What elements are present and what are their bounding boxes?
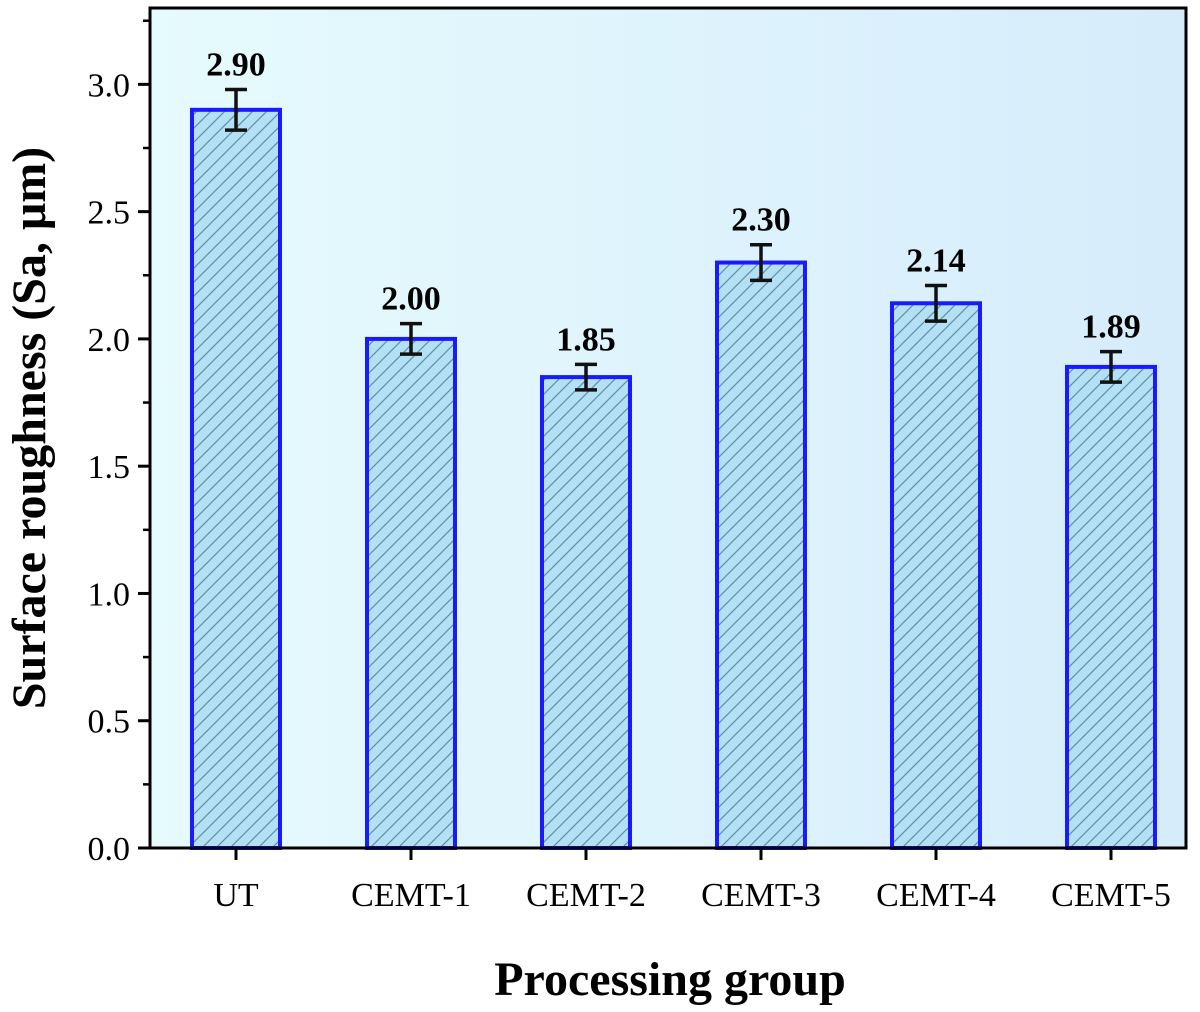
value-label: 2.90 <box>206 46 266 83</box>
error-bar <box>400 321 422 356</box>
y-tick-label: 3.0 <box>88 67 131 104</box>
value-label: 1.89 <box>1081 309 1141 346</box>
error-bar <box>225 87 247 132</box>
y-tick-label: 1.0 <box>88 576 131 613</box>
error-bar <box>1100 349 1122 384</box>
x-tick-label: CEMT-2 <box>526 877 646 914</box>
error-bars-group <box>225 87 1122 392</box>
value-label: 1.85 <box>556 321 616 358</box>
value-label: 2.30 <box>731 202 791 239</box>
y-tick-label: 2.0 <box>88 322 131 359</box>
error-bar <box>750 242 772 283</box>
x-tick-label: UT <box>213 877 259 914</box>
bar-cemt-5 <box>1065 364 1157 850</box>
bar-cemt-4 <box>890 301 982 851</box>
x-axis-ticks: UT CEMT-1 CEMT-2 CEMT-3 CEMT-4 CEMT-5 <box>213 848 1171 914</box>
value-label: 2.00 <box>381 281 441 318</box>
y-tick-label: 0.5 <box>88 704 131 741</box>
error-bar <box>925 283 947 323</box>
y-axis-ticks: 0.0 0.5 1.0 1.5 2.0 2.5 3.0 <box>88 19 150 868</box>
plot-area <box>150 8 1186 848</box>
x-axis-title: Processing group <box>494 953 846 1006</box>
y-tick-label: 0.0 <box>88 831 131 868</box>
value-label: 2.14 <box>906 242 966 279</box>
error-bar <box>575 362 597 392</box>
x-tick-label: CEMT-3 <box>701 877 821 914</box>
bar-cemt-1 <box>365 336 457 850</box>
value-labels-group: 2.90 2.00 1.85 2.30 2.14 1.89 <box>206 46 1141 358</box>
bar-ut <box>190 107 282 851</box>
y-axis-title: Surface roughness (Sa, μm) <box>3 147 56 709</box>
x-tick-label: CEMT-4 <box>876 877 996 914</box>
y-tick-label: 1.5 <box>88 449 131 486</box>
y-tick-label: 2.5 <box>88 195 131 232</box>
bar-cemt-2 <box>540 375 632 850</box>
plot-frame <box>148 6 1188 850</box>
x-tick-label: CEMT-1 <box>351 877 471 914</box>
x-tick-label: CEMT-5 <box>1051 877 1171 914</box>
bar-cemt-3 <box>715 260 807 850</box>
